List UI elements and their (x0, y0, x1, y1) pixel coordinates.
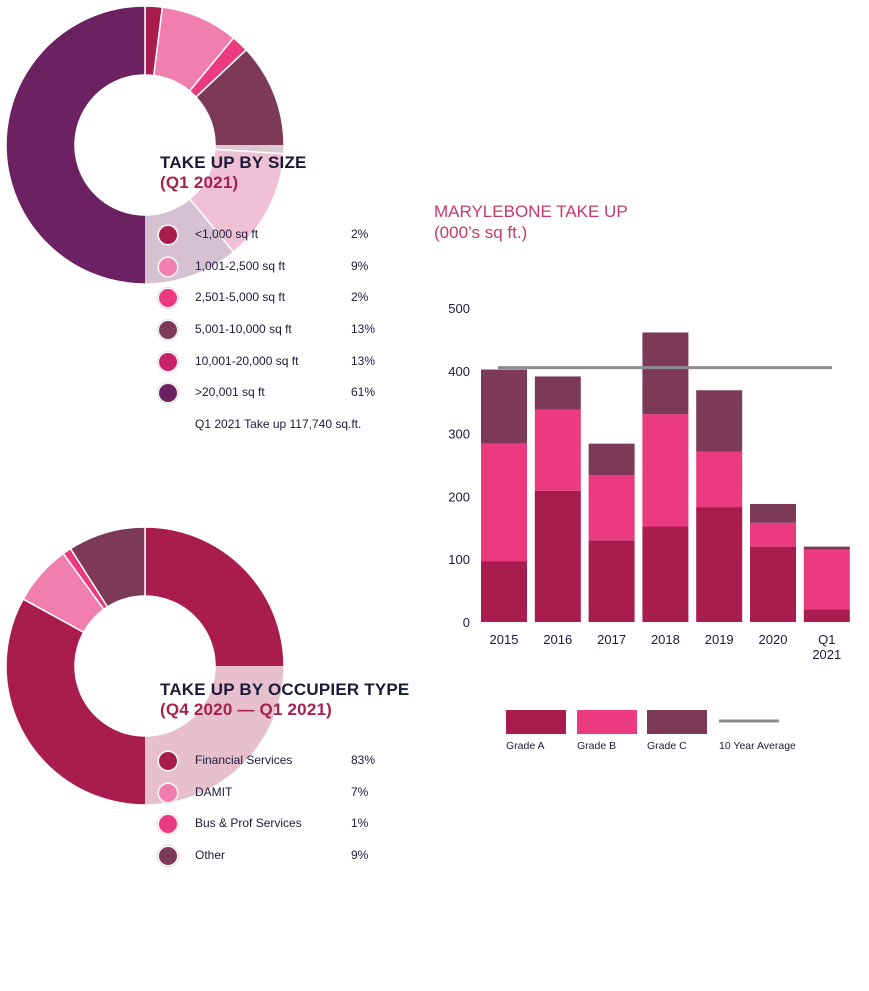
bar-segment-grade-a (534, 490, 581, 622)
bar-segment-grade-b (642, 414, 689, 527)
legend-label-10-year-average: 10 Year Average (719, 740, 796, 752)
size-chart-title-block: TAKE UP BY SIZE (Q1 2021) (160, 153, 307, 193)
occupier-chart-title: TAKE UP BY OCCUPIER TYPE (160, 680, 410, 699)
y-tick-label: 500 (448, 301, 470, 316)
size-legend: <1,000 sq ft 2% 1,001-2,500 sq ft 9% 2,501-5… (158, 225, 398, 415)
x-tick-label: 2021 (812, 647, 841, 662)
bar-segment-grade-a (481, 561, 527, 622)
size-legend-swatch (158, 256, 178, 277)
occupier-legend-label: Bus & Prof Services (195, 816, 302, 831)
occupier-legend-value: 83% (351, 753, 376, 767)
legend-label-grade-c: Grade C (647, 740, 687, 752)
size-legend-item: 1,001-2,500 sq ft 9% (158, 256, 398, 289)
size-legend-item: 2,501-5,000 sq ft 2% (158, 288, 398, 320)
y-tick-label: 300 (448, 427, 470, 442)
x-tick-label: 2017 (597, 632, 626, 647)
size-legend-item: 10,001-20,000 sq ft 13% (158, 351, 398, 384)
bar-segment-grade-c (696, 390, 743, 452)
size-legend-label: 10,001-20,000 sq ft (195, 353, 299, 368)
occupier-legend-value: 9% (351, 848, 369, 863)
size-chart-title: TAKE UP BY SIZE (160, 153, 307, 172)
bar-segment-grade-c (588, 443, 635, 476)
occupier-legend: Financial Services 83% DAMIT 7% Bus & Prof S… (158, 751, 398, 878)
occupier-legend-swatch (158, 751, 178, 771)
occupier-chart-subtitle: (Q4 2020 — Q1 2021) (160, 700, 333, 719)
size-legend-value: 13% (351, 353, 376, 368)
size-legend-value: 2% (351, 227, 369, 241)
occupier-legend-label: Financial Services (195, 753, 293, 767)
bar-chart-subtitle: (000’s sq ft.) (434, 223, 528, 242)
size-legend-value: 13% (351, 322, 376, 337)
occupier-legend-item: Other 9% (158, 846, 398, 878)
occupier-legend-swatch (158, 814, 178, 835)
occupier-legend-swatch (158, 846, 178, 867)
bar-segment-grade-c (750, 503, 796, 523)
size-legend-label: <1,000 sq ft (195, 227, 259, 241)
size-legend-item: >20,001 sq ft 61% (158, 383, 398, 415)
size-donut-veil (145, 145, 286, 286)
bar-segment-grade-c (642, 332, 689, 415)
size-legend-item: 5,001-10,000 sq ft 13% (158, 320, 398, 352)
size-legend-swatch (158, 288, 178, 309)
bar-segment-grade-a (642, 526, 689, 622)
legend-label-grade-b: Grade B (577, 740, 616, 752)
occupier-legend-label: DAMIT (195, 784, 233, 799)
x-tick-label: 2015 (490, 632, 519, 647)
size-chart-subtitle: (Q1 2021) (160, 173, 239, 192)
y-tick-label: 0 (463, 615, 470, 630)
bar-segment-grade-c (534, 376, 581, 410)
occupier-chart-title-block: TAKE UP BY OCCUPIER TYPE (Q4 2020 — Q1 2… (160, 680, 409, 720)
bar-segment-grade-b (696, 451, 743, 508)
bar-segment-grade-c (481, 369, 527, 444)
size-legend-label: 5,001-10,000 sq ft (195, 322, 292, 337)
size-legend-label: 1,001-2,500 sq ft (195, 258, 286, 273)
bar-segment-grade-b (588, 475, 635, 541)
size-legend-swatch (158, 320, 178, 341)
take-up-note: Q1 2021 Take up 117,740 sq.ft. (195, 417, 362, 431)
y-tick-label: 400 (448, 364, 470, 379)
size-legend-label: 2,501-5,000 sq ft (195, 290, 286, 305)
bar-segment-grade-a (803, 609, 850, 622)
bar-segment-grade-a (696, 507, 743, 622)
occupier-legend-item: DAMIT 7% (158, 782, 398, 815)
y-tick-label: 100 (448, 552, 470, 567)
size-legend-swatch (158, 225, 178, 245)
x-tick-label: 2020 (759, 632, 788, 647)
bar-segment-grade-b (534, 409, 581, 491)
occupier-legend-value: 7% (351, 784, 369, 799)
y-tick-label: 200 (448, 489, 470, 504)
occupier-legend-swatch (158, 782, 178, 803)
size-legend-swatch (158, 351, 178, 372)
bar-chart-title: MARYLEBONE TAKE UP (434, 202, 628, 221)
bar-segment-grade-c (803, 546, 850, 550)
size-legend-value: 61% (351, 385, 376, 400)
legend-swatch-grade-c (647, 710, 707, 734)
x-tick-label: 2019 (705, 632, 734, 647)
bar-segment-grade-b (481, 443, 527, 562)
size-legend-value: 2% (351, 290, 369, 305)
occupier-donut-veil (145, 666, 286, 807)
occupier-legend-item: Bus & Prof Services 1% (158, 814, 398, 846)
bar-chart-heading: MARYLEBONE TAKE UP (000’s sq ft.) (434, 201, 628, 243)
size-legend-label: >20,001 sq ft (195, 385, 265, 400)
occupier-legend-value: 1% (351, 816, 369, 831)
x-tick-label: 2018 (651, 632, 680, 647)
size-legend-item: <1,000 sq ft 2% (158, 225, 398, 257)
bar-segment-grade-b (750, 522, 796, 547)
legend-label-grade-a: Grade A (506, 740, 545, 752)
bar-segment-grade-a (588, 540, 635, 622)
bar-segment-grade-a (750, 546, 796, 622)
bar-segment-grade-b (803, 549, 850, 610)
legend-swatch-grade-a (506, 710, 566, 734)
occupier-legend-label: Other (195, 848, 226, 863)
size-legend-value: 9% (351, 258, 369, 273)
occupier-legend-item: Financial Services 83% (158, 751, 398, 783)
x-tick-label: 2016 (543, 632, 572, 647)
x-tick-label: Q1 (818, 632, 835, 647)
size-legend-swatch (158, 383, 178, 404)
legend-swatch-grade-b (577, 710, 637, 734)
